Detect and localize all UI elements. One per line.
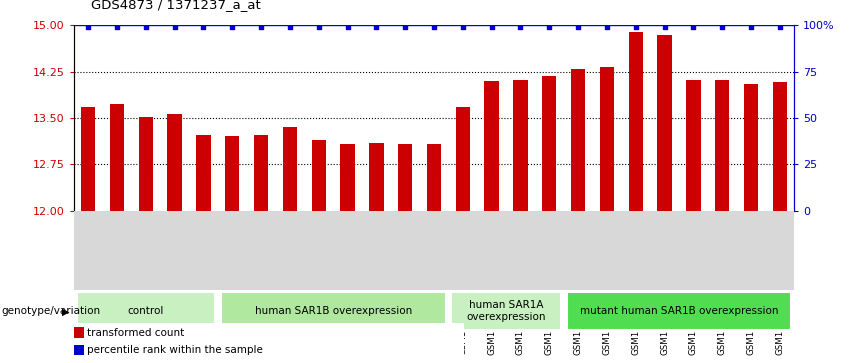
Bar (744, 84, 759, 211)
Point (254, 24, 268, 30)
Point (542, 24, 556, 30)
Bar (283, 127, 297, 211)
FancyBboxPatch shape (76, 293, 215, 330)
Point (484, 24, 498, 30)
Bar (484, 81, 499, 211)
Text: GDS4873 / 1371237_a_at: GDS4873 / 1371237_a_at (91, 0, 261, 11)
Bar (74, 345, 83, 355)
Point (139, 24, 153, 30)
Point (744, 24, 758, 30)
Point (82, 24, 95, 30)
Bar (398, 144, 412, 211)
Point (312, 24, 326, 30)
FancyBboxPatch shape (451, 293, 561, 330)
Point (427, 24, 441, 30)
Bar (542, 76, 556, 211)
Bar (369, 143, 384, 211)
Bar (81, 107, 95, 211)
Text: control: control (128, 306, 164, 316)
Point (773, 24, 786, 30)
Point (571, 24, 585, 30)
Bar (139, 117, 153, 211)
Bar (168, 114, 182, 211)
Point (168, 24, 181, 30)
Point (370, 24, 384, 30)
Text: ▶: ▶ (62, 306, 69, 316)
Point (658, 24, 672, 30)
Bar (687, 80, 700, 211)
FancyBboxPatch shape (567, 293, 792, 330)
Point (514, 24, 528, 30)
Bar (600, 68, 615, 211)
Text: transformed count: transformed count (88, 327, 185, 338)
Point (687, 24, 700, 30)
Point (110, 24, 124, 30)
Bar (196, 135, 211, 211)
Bar (109, 105, 124, 211)
Point (456, 24, 470, 30)
Text: human SAR1A
overexpression: human SAR1A overexpression (466, 301, 546, 322)
Point (196, 24, 210, 30)
Bar (312, 139, 326, 211)
Point (628, 24, 642, 30)
Bar (628, 32, 643, 211)
Point (715, 24, 729, 30)
Bar (253, 135, 268, 211)
Bar (225, 136, 240, 211)
Bar (513, 80, 528, 211)
Bar (657, 35, 672, 211)
Text: human SAR1B overexpression: human SAR1B overexpression (254, 306, 411, 316)
Point (340, 24, 354, 30)
Text: percentile rank within the sample: percentile rank within the sample (88, 345, 263, 355)
FancyBboxPatch shape (220, 293, 445, 330)
Bar (773, 82, 787, 211)
Bar (456, 107, 470, 211)
Bar (427, 144, 441, 211)
Text: genotype/variation: genotype/variation (2, 306, 101, 316)
Bar (571, 69, 585, 211)
Point (226, 24, 240, 30)
Point (283, 24, 297, 30)
Point (398, 24, 412, 30)
Bar (74, 327, 83, 338)
Bar (340, 144, 355, 211)
Text: mutant human SAR1B overexpression: mutant human SAR1B overexpression (580, 306, 779, 316)
Bar (715, 80, 729, 211)
Point (600, 24, 614, 30)
